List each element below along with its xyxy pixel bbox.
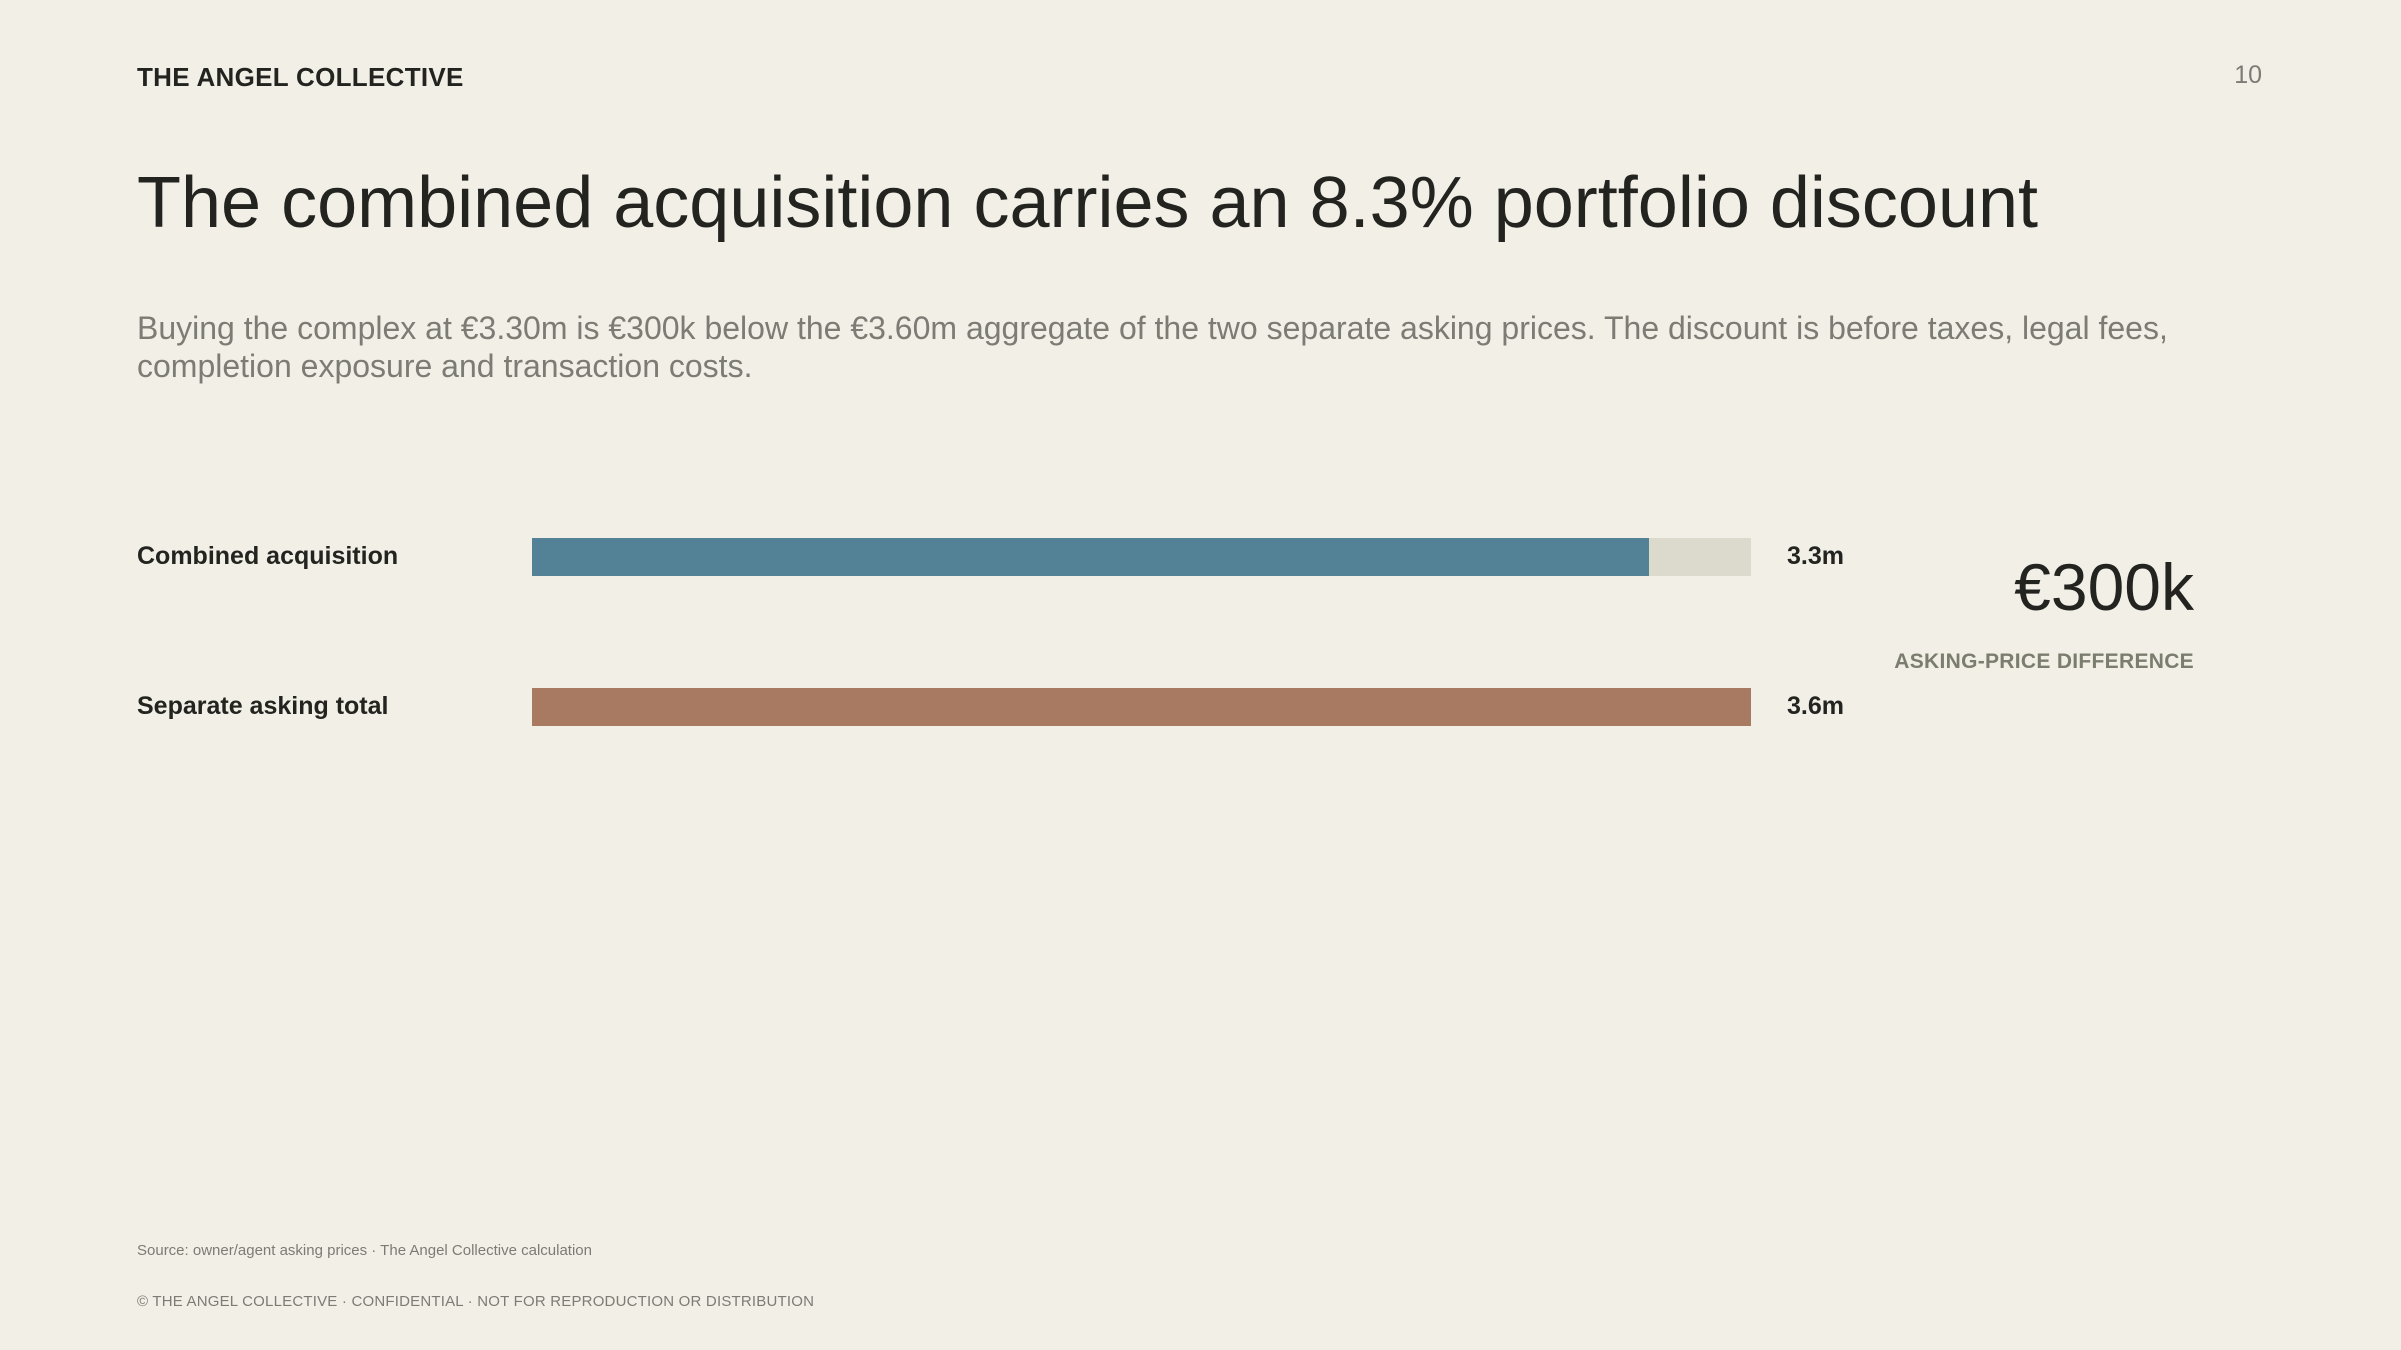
category-label: Combined acquisition bbox=[137, 542, 399, 570]
category-label: Separate asking total bbox=[137, 692, 389, 720]
bar-separate-asking-total bbox=[532, 688, 1751, 726]
slide-title: The combined acquisition carries an 8.3%… bbox=[137, 163, 2039, 243]
page-number: 10 bbox=[2234, 61, 2262, 89]
bar-combined-acquisition bbox=[532, 538, 1650, 576]
source-note: Source: owner/agent asking prices · The … bbox=[137, 1242, 592, 1259]
bar-track bbox=[532, 688, 1751, 726]
value-label: 3.3m bbox=[1787, 542, 1844, 570]
bar-track bbox=[532, 538, 1751, 576]
bar-chart: Combined acquisition 3.3m Separate askin… bbox=[137, 520, 1897, 740]
kpi-label: ASKING-PRICE DIFFERENCE bbox=[1894, 650, 2194, 673]
confidentiality-footer: © THE ANGEL COLLECTIVE · CONFIDENTIAL · … bbox=[137, 1293, 815, 1310]
slide-subtitle: Buying the complex at €3.30m is €300k be… bbox=[137, 310, 2168, 384]
kpi-value: €300k bbox=[2014, 550, 2194, 624]
kpi-callout: €300k ASKING-PRICE DIFFERENCE bbox=[1894, 548, 2194, 674]
value-label: 3.6m bbox=[1787, 692, 1844, 720]
brand-name: THE ANGEL COLLECTIVE bbox=[137, 62, 464, 92]
